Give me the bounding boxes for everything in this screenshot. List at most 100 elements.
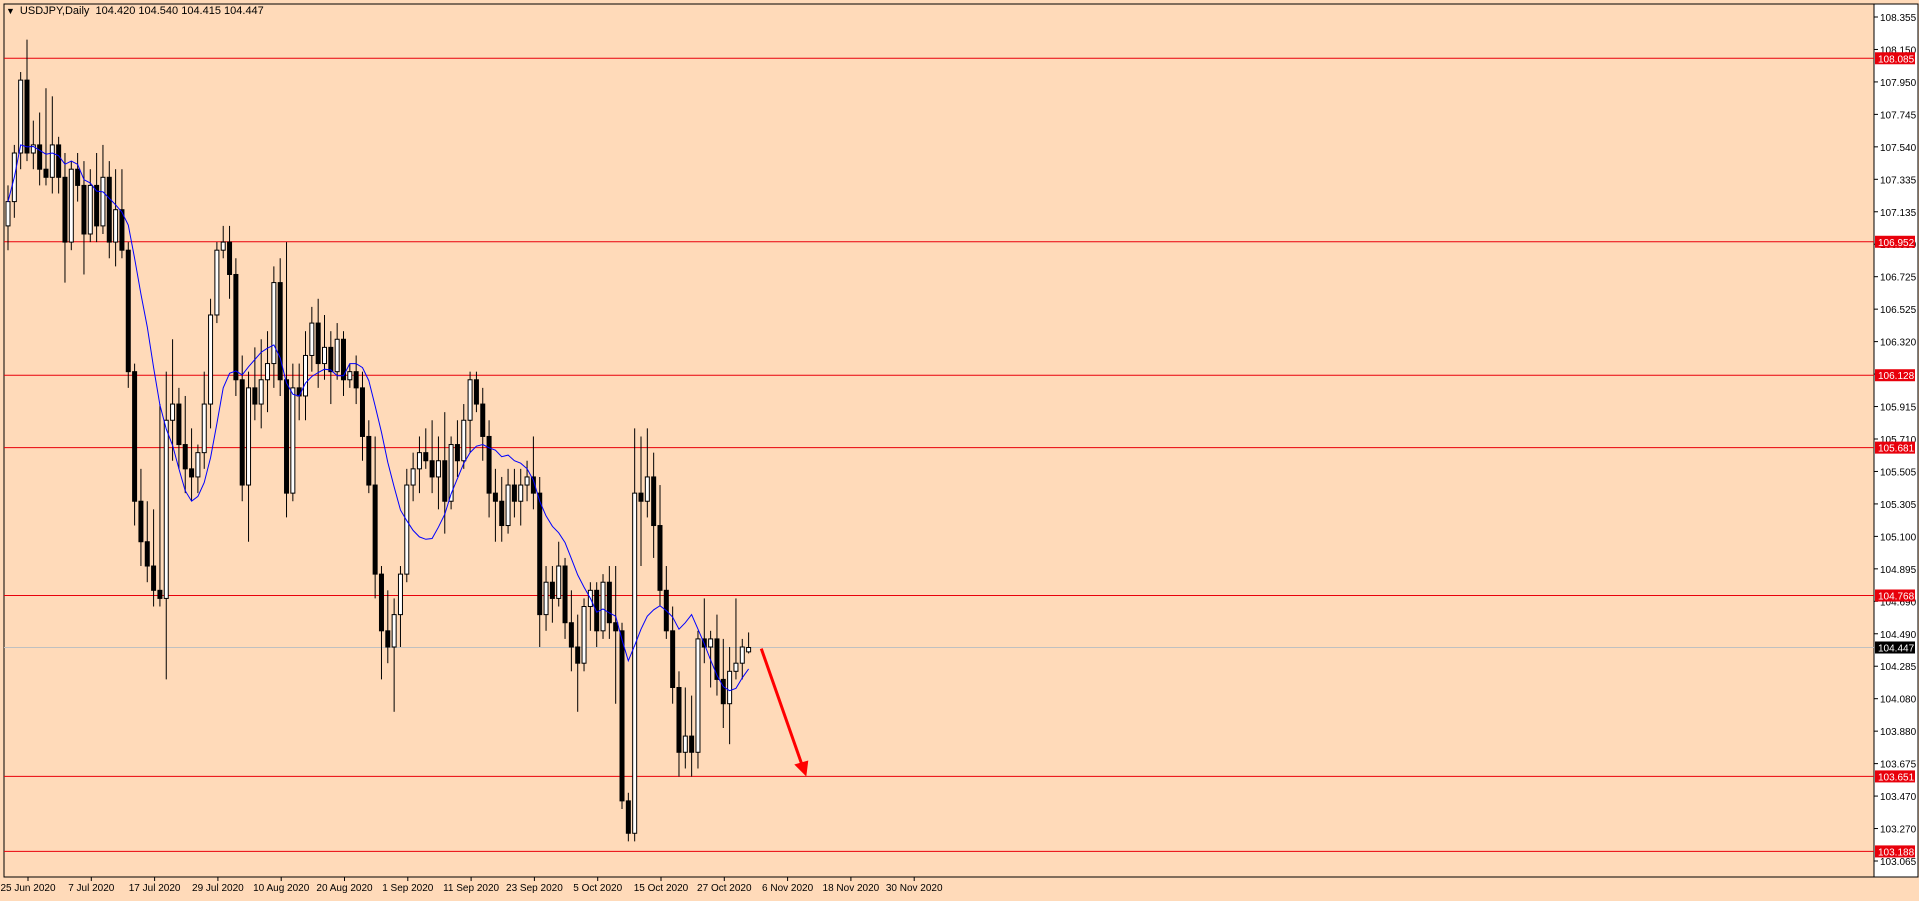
candle-bull bbox=[632, 492, 638, 834]
candle-bull bbox=[246, 387, 252, 486]
candle-bear bbox=[511, 484, 517, 502]
candle-bear bbox=[613, 622, 619, 632]
x-tick-label: 17 Jul 2020 bbox=[129, 883, 181, 894]
y-tick-label: 106.320 bbox=[1880, 338, 1917, 349]
x-tick-label: 10 Aug 2020 bbox=[253, 883, 310, 894]
x-tick-label: 30 Nov 2020 bbox=[886, 883, 943, 894]
candle-bull bbox=[334, 338, 340, 373]
candle-bull bbox=[208, 314, 214, 405]
candle-bull bbox=[49, 144, 55, 178]
y-tick-label: 105.100 bbox=[1880, 532, 1917, 543]
candle-bear bbox=[315, 322, 321, 365]
level-label: 106.128 bbox=[1878, 371, 1915, 382]
x-tick-label: 11 Sep 2020 bbox=[443, 883, 499, 894]
x-tick-label: 6 Nov 2020 bbox=[762, 883, 814, 894]
candle-bear bbox=[530, 476, 536, 494]
y-tick-label: 105.915 bbox=[1880, 403, 1917, 414]
candle-bull bbox=[5, 201, 11, 227]
candle-bull bbox=[733, 662, 739, 672]
level-label-bg bbox=[1875, 589, 1915, 602]
candle-bear bbox=[43, 168, 49, 178]
y-tick-label: 106.725 bbox=[1880, 273, 1917, 284]
y-tick-label: 108.150 bbox=[1880, 45, 1917, 56]
candle-bear bbox=[353, 371, 359, 389]
y-tick-label: 107.950 bbox=[1880, 78, 1917, 89]
y-tick-label: 104.080 bbox=[1880, 695, 1917, 706]
candle-bear bbox=[657, 525, 663, 591]
y-tick-label: 107.335 bbox=[1880, 175, 1917, 186]
y-tick-label: 107.540 bbox=[1880, 143, 1917, 154]
close-price: 104.447 bbox=[224, 5, 264, 17]
down-arrow-shaft[interactable] bbox=[759, 648, 805, 769]
candle-bear bbox=[24, 79, 30, 154]
candle-bear bbox=[562, 565, 568, 624]
candle-bear bbox=[676, 686, 682, 753]
candle-bear bbox=[625, 800, 631, 834]
candle-bull bbox=[518, 484, 524, 502]
level-label-bg bbox=[1875, 369, 1915, 382]
candle-bear bbox=[429, 460, 435, 478]
level-label: 106.952 bbox=[1878, 238, 1915, 249]
low-price: 104.415 bbox=[181, 5, 221, 17]
level-label-bg bbox=[1875, 845, 1915, 858]
candle-bull bbox=[265, 363, 271, 381]
candle-bull bbox=[163, 419, 169, 599]
candle-bear bbox=[182, 444, 188, 470]
candle-bear bbox=[277, 282, 283, 381]
candle-bull bbox=[220, 241, 226, 251]
candle-bear bbox=[486, 435, 492, 494]
candle-bear bbox=[568, 622, 574, 648]
candle-bear bbox=[94, 184, 100, 227]
candle-bear bbox=[75, 168, 81, 186]
candle-bull bbox=[290, 387, 296, 494]
y-tick-label: 105.710 bbox=[1880, 435, 1917, 446]
y-tick-label: 103.880 bbox=[1880, 727, 1917, 738]
candle-bull bbox=[581, 606, 587, 664]
candle-bull bbox=[556, 565, 562, 599]
candle-bull bbox=[695, 638, 701, 753]
y-tick-label: 103.065 bbox=[1880, 857, 1917, 868]
candle-bear bbox=[284, 379, 290, 494]
candle-bull bbox=[303, 354, 309, 397]
candle-bear bbox=[37, 144, 43, 170]
candle-bear bbox=[62, 176, 68, 243]
symbol-name: USDJPY,Daily bbox=[19, 5, 90, 17]
candle-bear bbox=[606, 581, 612, 624]
candle-bull bbox=[467, 379, 473, 421]
y-tick-label: 103.270 bbox=[1880, 825, 1917, 836]
candle-bull bbox=[271, 282, 277, 365]
candle-bear bbox=[119, 209, 125, 251]
candle-bear bbox=[714, 638, 720, 680]
x-tick-label: 1 Sep 2020 bbox=[382, 883, 434, 894]
y-tick-label: 104.285 bbox=[1880, 662, 1917, 673]
y-tick-label: 106.525 bbox=[1880, 305, 1917, 316]
x-tick-label: 23 Sep 2020 bbox=[506, 883, 563, 894]
candle-bull bbox=[309, 322, 315, 356]
candle-bear bbox=[227, 241, 233, 275]
candle-bear bbox=[499, 500, 505, 527]
x-tick-label: 20 Aug 2020 bbox=[316, 883, 373, 894]
chevron-down-icon[interactable]: ▼ bbox=[6, 6, 15, 16]
candle-bear bbox=[106, 176, 112, 243]
candle-bear bbox=[328, 346, 334, 373]
candle-bull bbox=[68, 168, 74, 243]
candle-bull bbox=[746, 646, 752, 653]
candle-bear bbox=[81, 184, 87, 235]
moving-average-line bbox=[7, 144, 750, 692]
y-tick-label: 104.895 bbox=[1880, 565, 1917, 576]
price-axis bbox=[1873, 3, 1919, 878]
level-label: 105.681 bbox=[1878, 444, 1915, 455]
candle-bear bbox=[239, 379, 245, 486]
candle-bull bbox=[727, 670, 733, 705]
candle-bull bbox=[397, 573, 403, 616]
symbol-header: ▼ USDJPY,Daily 104.420 104.540 104.415 10… bbox=[6, 5, 264, 17]
candle-bull bbox=[505, 484, 511, 527]
candle-bear bbox=[296, 387, 302, 397]
candle-bull bbox=[113, 209, 119, 243]
candle-bear bbox=[651, 476, 657, 527]
candle-bear bbox=[144, 541, 150, 567]
candle-bull bbox=[435, 460, 441, 478]
level-label-bg bbox=[1875, 441, 1915, 454]
